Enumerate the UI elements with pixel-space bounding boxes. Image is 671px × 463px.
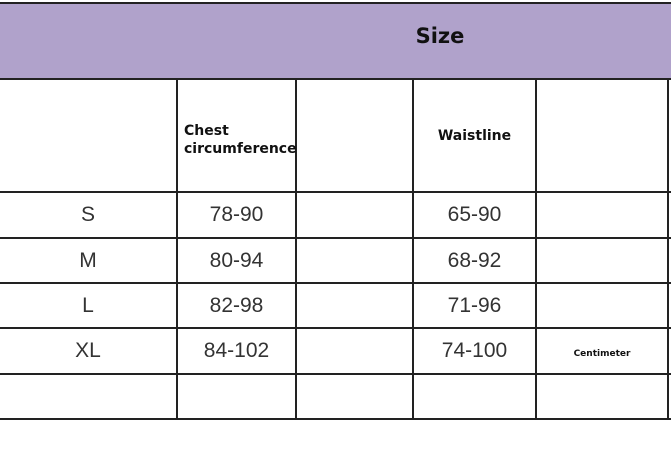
waist-cell: 65-90 (447, 203, 502, 226)
table-title: Size (415, 24, 465, 48)
divider (667, 79, 669, 420)
size-cell: XL (75, 339, 101, 362)
chest-cell: 84-102 (203, 339, 270, 362)
divider (295, 79, 297, 420)
divider (176, 79, 178, 420)
header-waist: Waistline (437, 127, 512, 144)
chest-cell: 82-98 (209, 293, 264, 317)
chest-cell: 78-90 (209, 203, 264, 226)
divider (0, 282, 671, 284)
header-band (0, 2, 671, 79)
divider (0, 191, 671, 193)
unit-label: Centimeter (573, 349, 631, 359)
divider (535, 79, 537, 420)
waist-cell: 71-96 (447, 293, 502, 317)
header-chest: Chest circumference (184, 123, 297, 157)
chest-cell: 80-94 (209, 248, 264, 272)
divider (0, 78, 671, 80)
size-cell: S (80, 203, 95, 226)
waist-cell: 74-100 (441, 339, 508, 362)
divider (0, 418, 671, 420)
waist-cell: 68-92 (447, 248, 502, 272)
divider (0, 327, 671, 329)
divider (0, 373, 671, 375)
divider (412, 79, 414, 420)
divider (0, 237, 671, 239)
size-cell: L (82, 293, 94, 317)
size-cell: M (79, 248, 97, 272)
